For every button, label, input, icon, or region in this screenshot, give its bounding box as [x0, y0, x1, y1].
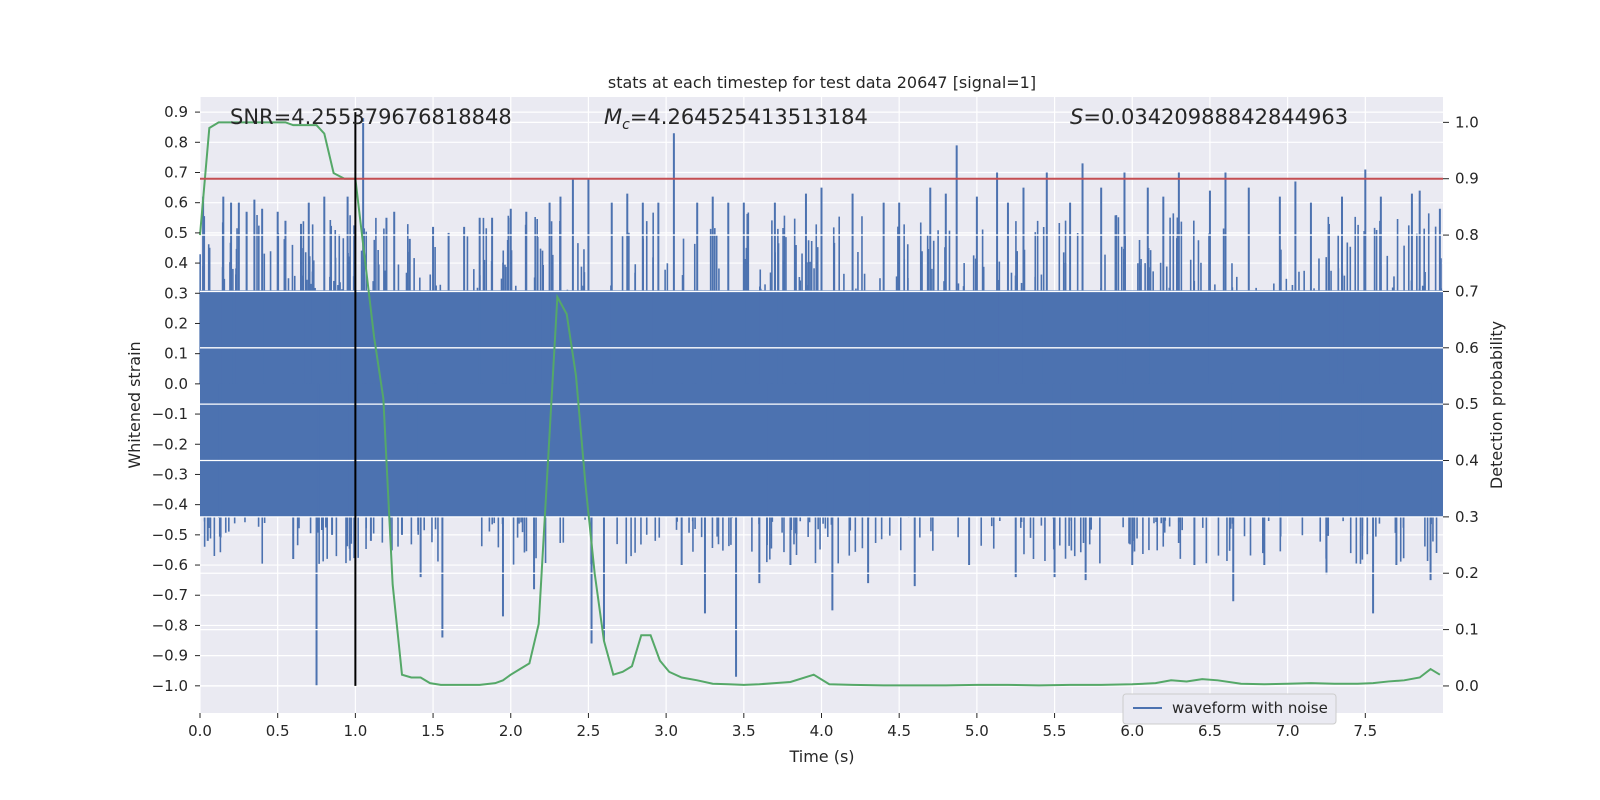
x-tick-label: 5.5: [1043, 722, 1067, 740]
x-axis-ticks: 0.0 0.5 1.0 1.5 2.0 2.5 3.0 3.5 4.0 4.5 5.0 5.5 6.0 6…: [188, 713, 1377, 740]
legend: waveform with noise: [1122, 693, 1337, 725]
x-tick-label: 0.0: [188, 722, 212, 740]
s-value: =0.03420988842844963: [1083, 105, 1348, 129]
y-tick-label: −0.4: [152, 496, 188, 514]
x-tick-label: 6.0: [1120, 722, 1144, 740]
y-tick-label: 0.8: [164, 133, 188, 151]
x-tick-label: 1.0: [343, 722, 367, 740]
y-tick-label: −0.9: [152, 647, 188, 665]
x-tick-label: 0.5: [266, 722, 290, 740]
y-tick-label: 0.2: [164, 314, 188, 332]
x-tick-label: 4.0: [810, 722, 834, 740]
y-right-tick-label: 0.8: [1455, 226, 1479, 244]
y-tick-label: 0.4: [164, 254, 188, 272]
y-right-tick-label: 0.7: [1455, 282, 1479, 300]
y-tick-label: −0.5: [152, 526, 188, 544]
y-tick-label: −0.2: [152, 435, 188, 453]
y-right-tick-label: 0.4: [1455, 452, 1479, 470]
snr-annotation: SNR=4.255379676818848: [230, 105, 512, 129]
chart-title: stats at each timestep for test data 206…: [608, 73, 1036, 92]
y-right-tick-label: 0.1: [1455, 621, 1479, 639]
y-right-tick-label: 0.0: [1455, 677, 1479, 695]
reference-lines: [200, 112, 1443, 686]
x-axis-label: Time (s): [788, 747, 854, 766]
y-tick-label: 0.1: [164, 345, 188, 363]
y-tick-label: −0.7: [152, 586, 188, 604]
y-tick-label: 0.6: [164, 194, 188, 212]
x-tick-label: 1.5: [421, 722, 445, 740]
x-tick-label: 3.0: [654, 722, 678, 740]
x-tick-label: 5.0: [965, 722, 989, 740]
y-tick-label: 0.9: [164, 103, 188, 121]
y-tick-label: 0.5: [164, 224, 188, 242]
y-tick-label: −0.6: [152, 556, 188, 574]
x-tick-label: 6.5: [1198, 722, 1222, 740]
x-tick-label: 2.0: [499, 722, 523, 740]
y-right-tick-label: 0.3: [1455, 508, 1479, 526]
y-tick-label: 0.0: [164, 375, 188, 393]
x-tick-label: 7.0: [1276, 722, 1300, 740]
legend-box: [1122, 693, 1337, 725]
y-right-tick-label: 0.2: [1455, 564, 1479, 582]
y-right-axis-label: Detection probability: [1487, 321, 1506, 489]
y-right-axis-ticks: 1.0 0.9 0.8 0.7 0.6 0.5 0.4 0.3 0.2 0.1 0.0: [1443, 113, 1479, 695]
y-right-tick-label: 0.5: [1455, 395, 1479, 413]
y-right-tick-label: 1.0: [1455, 113, 1479, 131]
s-annotation: S=0.03420988842844963: [1070, 105, 1348, 129]
x-tick-label: 4.5: [887, 722, 911, 740]
x-tick-label: 7.5: [1353, 722, 1377, 740]
x-tick-label: 3.5: [732, 722, 756, 740]
y-tick-label: 0.3: [164, 284, 188, 302]
legend-label: waveform with noise: [1172, 699, 1328, 717]
y-right-tick-label: 0.6: [1455, 339, 1479, 357]
y-right-tick-label: 0.9: [1455, 170, 1479, 188]
y-axis-ticks: 0.9 0.8 0.7 0.6 0.5 0.4 0.3 0.2 0.1 0.0 −0.1 −0.2 −0…: [152, 103, 200, 695]
mc-annotation: Mc=4.264525413513184: [604, 105, 868, 133]
y-tick-label: −0.3: [152, 465, 188, 483]
y-tick-label: 0.7: [164, 163, 188, 181]
x-tick-label: 2.5: [577, 722, 601, 740]
mc-value: =4.264525413513184: [630, 105, 868, 129]
y-axis-label: Whitened strain: [125, 341, 144, 468]
y-tick-label: −0.1: [152, 405, 188, 423]
y-tick-label: −0.8: [152, 616, 188, 634]
y-tick-label: −1.0: [152, 677, 188, 695]
waveform-series: [199, 118, 1443, 686]
